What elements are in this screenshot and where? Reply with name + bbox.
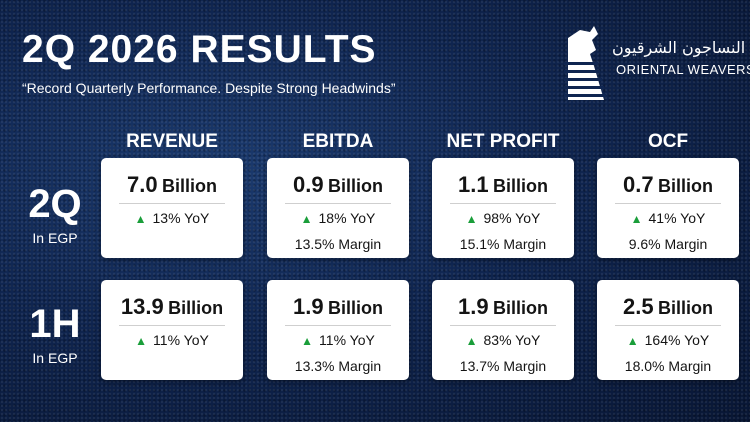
metric-unit: Billion <box>658 176 714 196</box>
column-header-net-profit: NET PROFIT <box>446 131 560 152</box>
yoy-growth: 98% YoY <box>483 210 541 226</box>
metric-card-1h-ebitda: 1.9 Billion ▲ 11% YoY 13.3% Margin <box>267 280 409 380</box>
metric-card-1h-revenue: 13.9 Billion ▲ 11% YoY <box>101 280 243 380</box>
up-triangle-icon: ▲ <box>630 212 643 226</box>
metric-value: 0.7 <box>622 172 654 197</box>
up-triangle-icon: ▲ <box>135 334 148 348</box>
margin-text: 13.3% Margin <box>294 358 382 374</box>
card-divider <box>285 325 391 326</box>
logo-english-name: ORIENTAL WEAVERS <box>616 62 750 77</box>
row-currency: In EGP <box>32 230 78 246</box>
row-label-2q: 2Q In EGP <box>14 182 96 246</box>
up-triangle-icon: ▲ <box>465 212 478 226</box>
metric-card-2q-ebitda: 0.9 Billion ▲ 18% YoY 13.5% Margin <box>267 158 409 258</box>
margin-text: 18.0% Margin <box>624 358 712 374</box>
metric-value: 1.9 <box>292 294 324 319</box>
oriental-weavers-logo-icon <box>564 26 606 100</box>
row-period: 2Q <box>28 182 82 226</box>
up-triangle-icon: ▲ <box>300 212 313 226</box>
card-divider <box>615 325 721 326</box>
metric-value: 13.9 <box>120 294 164 319</box>
card-divider <box>119 203 225 204</box>
metric-value: 0.9 <box>292 172 324 197</box>
up-triangle-icon: ▲ <box>465 334 478 348</box>
up-triangle-icon: ▲ <box>134 212 147 226</box>
row-label-1h: 1H In EGP <box>14 302 96 366</box>
row-period: 1H <box>29 302 81 346</box>
margin-text: 13.7% Margin <box>459 358 547 374</box>
card-divider <box>450 325 556 326</box>
metric-card-1h-net-profit: 1.9 Billion ▲ 83% YoY 13.7% Margin <box>432 280 574 380</box>
logo-arabic-name: النساجون الشرقيون <box>612 38 746 57</box>
metric-unit: Billion <box>493 298 549 318</box>
margin-text: 13.5% Margin <box>294 236 382 252</box>
card-divider <box>119 325 225 326</box>
margin-text: 9.6% Margin <box>628 236 708 252</box>
column-header-ebitda: EBITDA <box>302 131 374 152</box>
metric-unit: Billion <box>162 176 218 196</box>
metric-value: 7.0 <box>126 172 158 197</box>
yoy-growth: 13% YoY <box>152 210 210 226</box>
column-header-revenue: REVENUE <box>126 131 218 152</box>
metric-value: 1.9 <box>457 294 489 319</box>
yoy-growth: 18% YoY <box>318 210 376 226</box>
metric-unit: Billion <box>658 298 714 318</box>
metric-card-2q-revenue: 7.0 Billion ▲ 13% YoY <box>101 158 243 258</box>
metric-card-2q-ocf: 0.7 Billion ▲ 41% YoY 9.6% Margin <box>597 158 739 258</box>
metric-value: 1.1 <box>457 172 489 197</box>
metric-unit: Billion <box>328 176 384 196</box>
metric-card-1h-ocf: 2.5 Billion ▲ 164% YoY 18.0% Margin <box>597 280 739 380</box>
page-title: 2Q 2026 RESULTS <box>22 28 377 71</box>
card-divider <box>450 203 556 204</box>
row-currency: In EGP <box>32 350 78 366</box>
yoy-growth: 164% YoY <box>644 332 710 348</box>
page-subtitle: “Record Quarterly Performance. Despite S… <box>22 80 396 96</box>
metric-unit: Billion <box>328 298 384 318</box>
yoy-growth: 11% YoY <box>319 332 375 348</box>
card-divider <box>615 203 721 204</box>
company-logo: النساجون الشرقيون ORIENTAL WEAVERS <box>560 22 750 104</box>
metric-card-2q-net-profit: 1.1 Billion ▲ 98% YoY 15.1% Margin <box>432 158 574 258</box>
up-triangle-icon: ▲ <box>301 334 314 348</box>
yoy-growth: 41% YoY <box>648 210 706 226</box>
metric-value: 2.5 <box>622 294 654 319</box>
yoy-growth: 83% YoY <box>483 332 541 348</box>
metric-unit: Billion <box>493 176 549 196</box>
card-divider <box>285 203 391 204</box>
yoy-growth: 11% YoY <box>153 332 209 348</box>
up-triangle-icon: ▲ <box>626 334 639 348</box>
margin-text: 15.1% Margin <box>459 236 547 252</box>
metric-unit: Billion <box>168 298 224 318</box>
column-header-ocf: OCF <box>647 131 689 152</box>
